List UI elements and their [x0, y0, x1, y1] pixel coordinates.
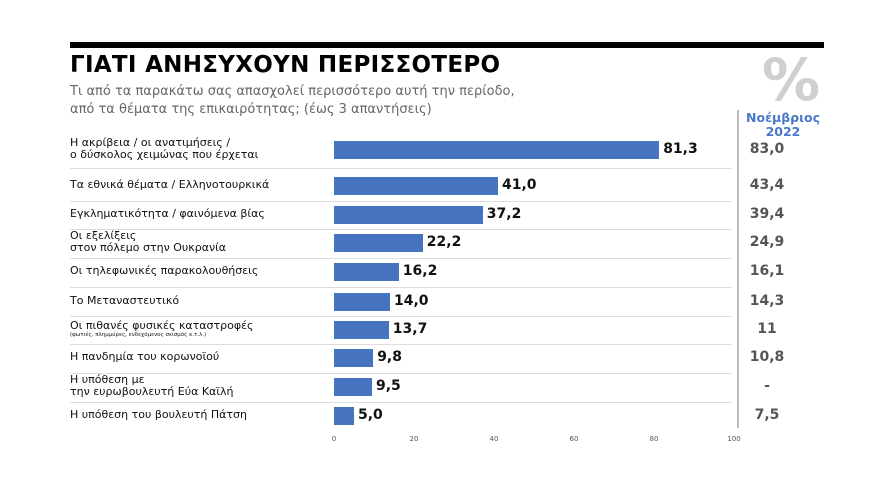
percent-symbol: %	[762, 46, 821, 114]
previous-value: 10,8	[749, 349, 785, 365]
previous-value: 24,9	[749, 234, 785, 250]
comparison-divider	[737, 110, 739, 428]
category-label: Το Μεταναστευτικό	[70, 295, 179, 307]
category-label: Η υπόθεση με την ευρωβουλευτή Εύα Καϊλή	[70, 374, 234, 398]
category-label: Τα εθνικά θέματα / Ελληνοτουρκικά	[70, 179, 269, 191]
previous-value: 7,5	[754, 407, 780, 423]
row-divider	[70, 316, 732, 317]
category-label-line: Οι τηλεφωνικές παρακολουθήσεις	[70, 264, 259, 277]
top-rule	[70, 42, 824, 48]
row-divider	[70, 287, 732, 288]
category-label-line: Οι εξελίξεις	[70, 229, 137, 242]
row-divider	[70, 373, 732, 374]
category-label: Οι εξελίξεις στον πόλεμο στην Ουκρανία	[70, 230, 226, 254]
category-label-line: Το Μεταναστευτικό	[70, 294, 180, 307]
comparison-header-year: 2022	[765, 124, 801, 139]
value-label: 14,0	[394, 293, 429, 309]
row-divider	[70, 201, 732, 202]
subtitle-line: από τα θέματα της επικαιρότητας; (έως 3 …	[70, 102, 432, 117]
category-label-line: στον πόλεμο στην Ουκρανία	[70, 241, 227, 254]
value-label: 41,0	[502, 177, 537, 193]
category-label-line: Η ακρίβεια / οι ανατιμήσεις /	[70, 136, 231, 149]
category-label: Εγκληματικότητα / φαινόμενα βίας	[70, 208, 265, 220]
category-label-line: Οι πιθανές φυσικές καταστροφές	[70, 319, 254, 332]
category-label-line: Εγκληματικότητα / φαινόμενα βίας	[70, 207, 265, 220]
category-note: (φωτιές, πλημμύρες, ενδεχόμενος σεισμός …	[70, 332, 207, 338]
value-label: 22,2	[426, 234, 462, 250]
x-tick-label: 80	[649, 435, 659, 443]
category-label: Η πανδημία του κορωνοϊού	[70, 351, 219, 363]
category-label-line: την ευρωβουλευτή Εύα Καϊλή	[70, 385, 234, 398]
row-divider	[70, 229, 732, 230]
previous-value: -	[764, 378, 770, 394]
subtitle-line: Τι από τα παρακάτω σας απασχολεί περισσό…	[70, 84, 515, 99]
bar	[334, 206, 483, 224]
x-tick-label: 20	[409, 435, 419, 443]
value-label: 9,8	[377, 349, 402, 365]
value-label: 81,3	[663, 141, 698, 157]
bar	[334, 177, 498, 195]
previous-value: 16,1	[749, 263, 785, 279]
row-divider	[70, 168, 732, 169]
category-label: Η υπόθεση του βουλευτή Πάτση	[70, 409, 247, 421]
previous-value: 14,3	[749, 293, 785, 309]
bar	[334, 321, 389, 339]
value-label: 37,2	[486, 206, 522, 222]
row-divider	[70, 258, 732, 259]
x-tick-label: 0	[331, 435, 337, 443]
bar	[334, 378, 372, 396]
comparison-header: Νοέμβριος 2022	[740, 111, 826, 139]
x-tick-label: 100	[727, 435, 741, 443]
previous-value: 39,4	[749, 206, 785, 222]
value-label: 5,0	[358, 407, 383, 423]
previous-value: 83,0	[749, 141, 785, 157]
chart-title: ΓΙΑΤΙ ΑΝΗΣΥΧΟΥΝ ΠΕΡΙΣΣΟΤΕΡΟ	[70, 52, 501, 78]
category-label-line: Η υπόθεση με	[70, 373, 145, 386]
x-tick-label: 60	[569, 435, 579, 443]
value-label: 16,2	[402, 263, 438, 279]
category-label-line: ο δύσκολος χειμώνας που έρχεται	[70, 148, 259, 161]
bar	[334, 234, 423, 252]
previous-value: 11	[757, 321, 777, 337]
bar	[334, 349, 374, 367]
bar	[334, 293, 390, 311]
category-label: Οι τηλεφωνικές παρακολουθήσεις	[70, 265, 258, 277]
x-tick-label: 40	[489, 435, 499, 443]
category-label-line: Τα εθνικά θέματα / Ελληνοτουρκικά	[70, 178, 270, 191]
bar	[334, 141, 660, 159]
value-label: 9,5	[376, 378, 401, 394]
chart-subtitle: Τι από τα παρακάτω σας απασχολεί περισσό…	[70, 83, 590, 119]
row-divider	[70, 402, 732, 403]
previous-value: 43,4	[749, 177, 785, 193]
category-label: Η ακρίβεια / οι ανατιμήσεις / ο δύσκολος …	[70, 137, 258, 161]
category-label-line: Η υπόθεση του βουλευτή Πάτση	[70, 408, 247, 421]
comparison-header-month: Νοέμβριος	[746, 110, 820, 125]
bar	[334, 407, 354, 425]
row-divider	[70, 344, 732, 345]
category-label-line: Η πανδημία του κορωνοϊού	[70, 350, 220, 363]
category-label: Οι πιθανές φυσικές καταστροφές (φωτιές, π…	[70, 320, 254, 339]
bar	[334, 263, 399, 281]
value-label: 13,7	[392, 321, 428, 337]
